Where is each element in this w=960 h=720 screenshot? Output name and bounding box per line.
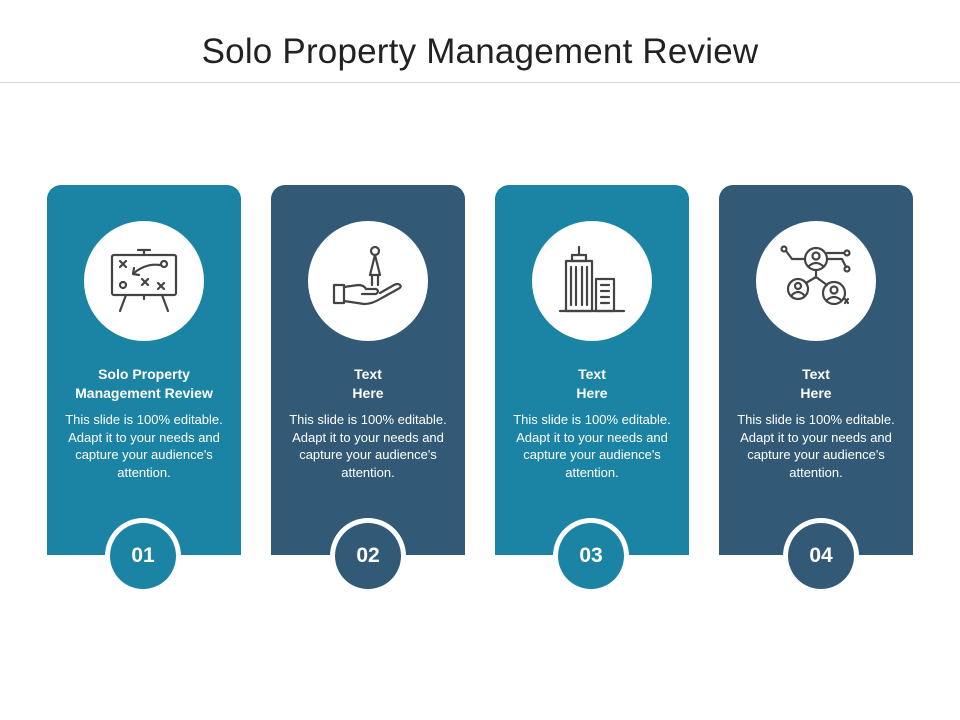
card-4: Text Here This slide is 100% editable. A… — [719, 185, 913, 555]
card-1-icon-circle — [84, 221, 204, 341]
page-title: Solo Property Management Review — [201, 32, 759, 71]
card-3-heading: Text Here — [505, 365, 679, 403]
step-2-number: 02 — [335, 523, 401, 589]
step-1-badge: 01 — [105, 518, 181, 594]
step-3-badge: 03 — [553, 518, 629, 594]
card-2-heading: Text Here — [281, 365, 455, 403]
card-1: Solo Property Management Review This sli… — [47, 185, 241, 555]
step-2-badge: 02 — [330, 518, 406, 594]
buildings-icon — [558, 245, 626, 313]
card-2-heading-line-1: Text — [354, 366, 382, 382]
card-3-heading-line-2: Here — [576, 385, 608, 401]
card-3-icon-circle — [532, 221, 652, 341]
card-4-heading-line-2: Here — [800, 385, 832, 401]
strategy-board-icon — [110, 248, 178, 313]
card-2: Text Here This slide is 100% editable. A… — [271, 185, 465, 555]
person-on-hand-icon — [332, 245, 402, 306]
card-4-heading-line-1: Text — [802, 366, 830, 382]
card-1-heading: Solo Property Management Review — [57, 365, 231, 403]
card-1-body: This slide is 100% editable. Adapt it to… — [65, 412, 223, 480]
card-4-icon-circle — [756, 221, 876, 341]
step-4-badge: 04 — [783, 518, 859, 594]
card-1-heading-line-1: Solo Property — [98, 366, 190, 382]
card-2-icon-circle — [308, 221, 428, 341]
card-2-body: This slide is 100% editable. Adapt it to… — [289, 412, 447, 480]
card-4-heading: Text Here — [729, 365, 903, 403]
card-4-body: This slide is 100% editable. Adapt it to… — [737, 412, 895, 480]
card-1-heading-line-2: Management Review — [75, 385, 213, 401]
card-2-heading-line-2: Here — [352, 385, 384, 401]
step-4-number: 04 — [788, 523, 854, 589]
card-3-body: This slide is 100% editable. Adapt it to… — [513, 412, 671, 480]
card-3-heading-line-1: Text — [578, 366, 606, 382]
title-divider — [0, 82, 960, 83]
people-network-icon — [780, 245, 851, 306]
step-1-number: 01 — [110, 523, 176, 589]
card-3: Text Here This slide is 100% editable. A… — [495, 185, 689, 555]
step-3-number: 03 — [558, 523, 624, 589]
